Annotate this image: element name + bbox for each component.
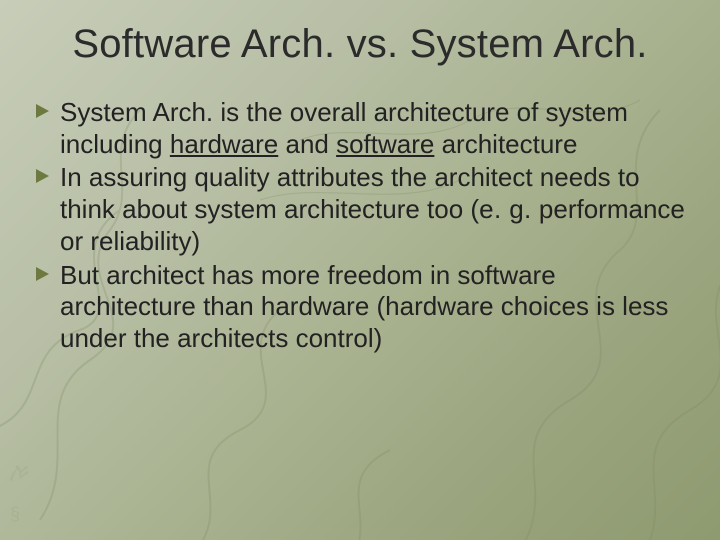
bullet-text: But architect has more freedom in softwa… [60, 260, 686, 355]
slide-title: Software Arch. vs. System Arch. [30, 22, 690, 67]
bullet-text: In assuring quality attributes the archi… [60, 162, 686, 257]
bullet-item: But architect has more freedom in softwa… [34, 260, 686, 355]
bullet-arrow-icon [34, 166, 56, 196]
bullet-item: System Arch. is the overall architecture… [34, 97, 686, 160]
slide-content: Software Arch. vs. System Arch. System A… [0, 0, 720, 540]
bullet-text: System Arch. is the overall architecture… [60, 97, 686, 160]
bullet-arrow-icon [34, 101, 56, 131]
bullet-item: In assuring quality attributes the archi… [34, 162, 686, 257]
bullet-list: System Arch. is the overall architecture… [34, 97, 686, 355]
bullet-arrow-icon [34, 264, 56, 294]
